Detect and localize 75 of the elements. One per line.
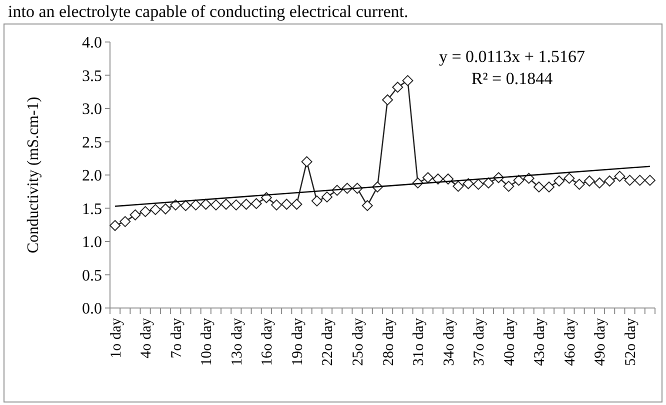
point xyxy=(604,175,616,186)
point xyxy=(503,180,514,192)
point xyxy=(301,156,312,168)
y-tick-label: 1.0 xyxy=(82,234,102,252)
point xyxy=(523,172,534,184)
point xyxy=(140,206,151,218)
x-tick-label: 4o day xyxy=(138,318,155,358)
point xyxy=(452,180,464,192)
point xyxy=(392,82,404,93)
point xyxy=(362,200,373,212)
point xyxy=(574,178,585,190)
x-tick-label: 1o day xyxy=(108,318,124,358)
x-tick-label: 52o day xyxy=(623,318,640,366)
x-tick-label: 31o day xyxy=(411,318,428,366)
point xyxy=(584,175,595,186)
point xyxy=(311,195,322,206)
point xyxy=(281,198,292,210)
text: into an electrolyte capable of conducting electrical current. xyxy=(8,2,408,21)
point xyxy=(110,220,121,232)
x-tick-label: 10o day xyxy=(199,318,216,366)
point xyxy=(544,181,555,192)
y-tick-label: 3.5 xyxy=(82,68,102,85)
y-tick-label: 4.0 xyxy=(82,34,102,52)
x-tick-label: 22o day xyxy=(320,318,336,366)
point xyxy=(220,198,232,210)
point xyxy=(230,199,242,210)
point xyxy=(210,199,222,210)
x-tick-label: 43o day xyxy=(532,318,548,366)
annotation: y = 0.0113x + 1.5167 xyxy=(438,47,586,66)
x-tick-label: 49o day xyxy=(592,318,609,366)
point xyxy=(150,204,161,216)
annotation: R² = 0.1844 xyxy=(471,69,554,88)
x-tick-label: 16o day xyxy=(260,318,276,366)
point xyxy=(554,175,565,186)
point xyxy=(624,174,636,186)
point xyxy=(200,198,212,210)
x-tick-label: 13o day xyxy=(229,318,246,366)
y-tick-label: 3.0 xyxy=(82,101,102,118)
x-tick-label: 46o day xyxy=(562,318,578,366)
point xyxy=(614,170,626,182)
point xyxy=(190,199,202,210)
y-tick-label: 0.0 xyxy=(82,300,102,318)
point xyxy=(564,172,575,184)
point xyxy=(271,199,282,210)
y-tick-label: 2.5 xyxy=(82,134,102,152)
x-tick-label: 40o day xyxy=(502,318,518,366)
y-tick-label: 0.5 xyxy=(82,267,102,284)
point xyxy=(482,177,494,188)
x-tick-label: 19o day xyxy=(290,318,306,366)
x-tick-label: 7o day xyxy=(168,318,185,358)
point xyxy=(594,177,605,188)
point xyxy=(160,203,172,214)
x-tick-label: 25o day xyxy=(350,318,367,366)
point xyxy=(240,198,252,210)
point xyxy=(402,75,414,86)
point xyxy=(513,174,524,186)
point xyxy=(120,216,131,228)
point xyxy=(533,181,544,192)
point xyxy=(180,200,192,212)
x-tick-label: 37o day xyxy=(472,318,488,366)
point xyxy=(382,94,394,106)
x-tick-label: 34o day xyxy=(441,318,458,366)
point xyxy=(462,178,474,190)
y-tick-label: 1.5 xyxy=(82,200,102,218)
y-tick-label: 2.0 xyxy=(82,168,102,185)
point xyxy=(250,198,262,210)
point xyxy=(472,178,484,190)
point xyxy=(422,172,434,184)
point xyxy=(291,198,302,210)
point xyxy=(634,174,646,186)
point xyxy=(321,191,332,202)
y-axis-title: Conductivity (mS.cm-1) xyxy=(25,96,42,254)
point xyxy=(130,209,141,220)
x-tick-label: 28o day xyxy=(380,318,397,366)
point xyxy=(644,174,656,186)
